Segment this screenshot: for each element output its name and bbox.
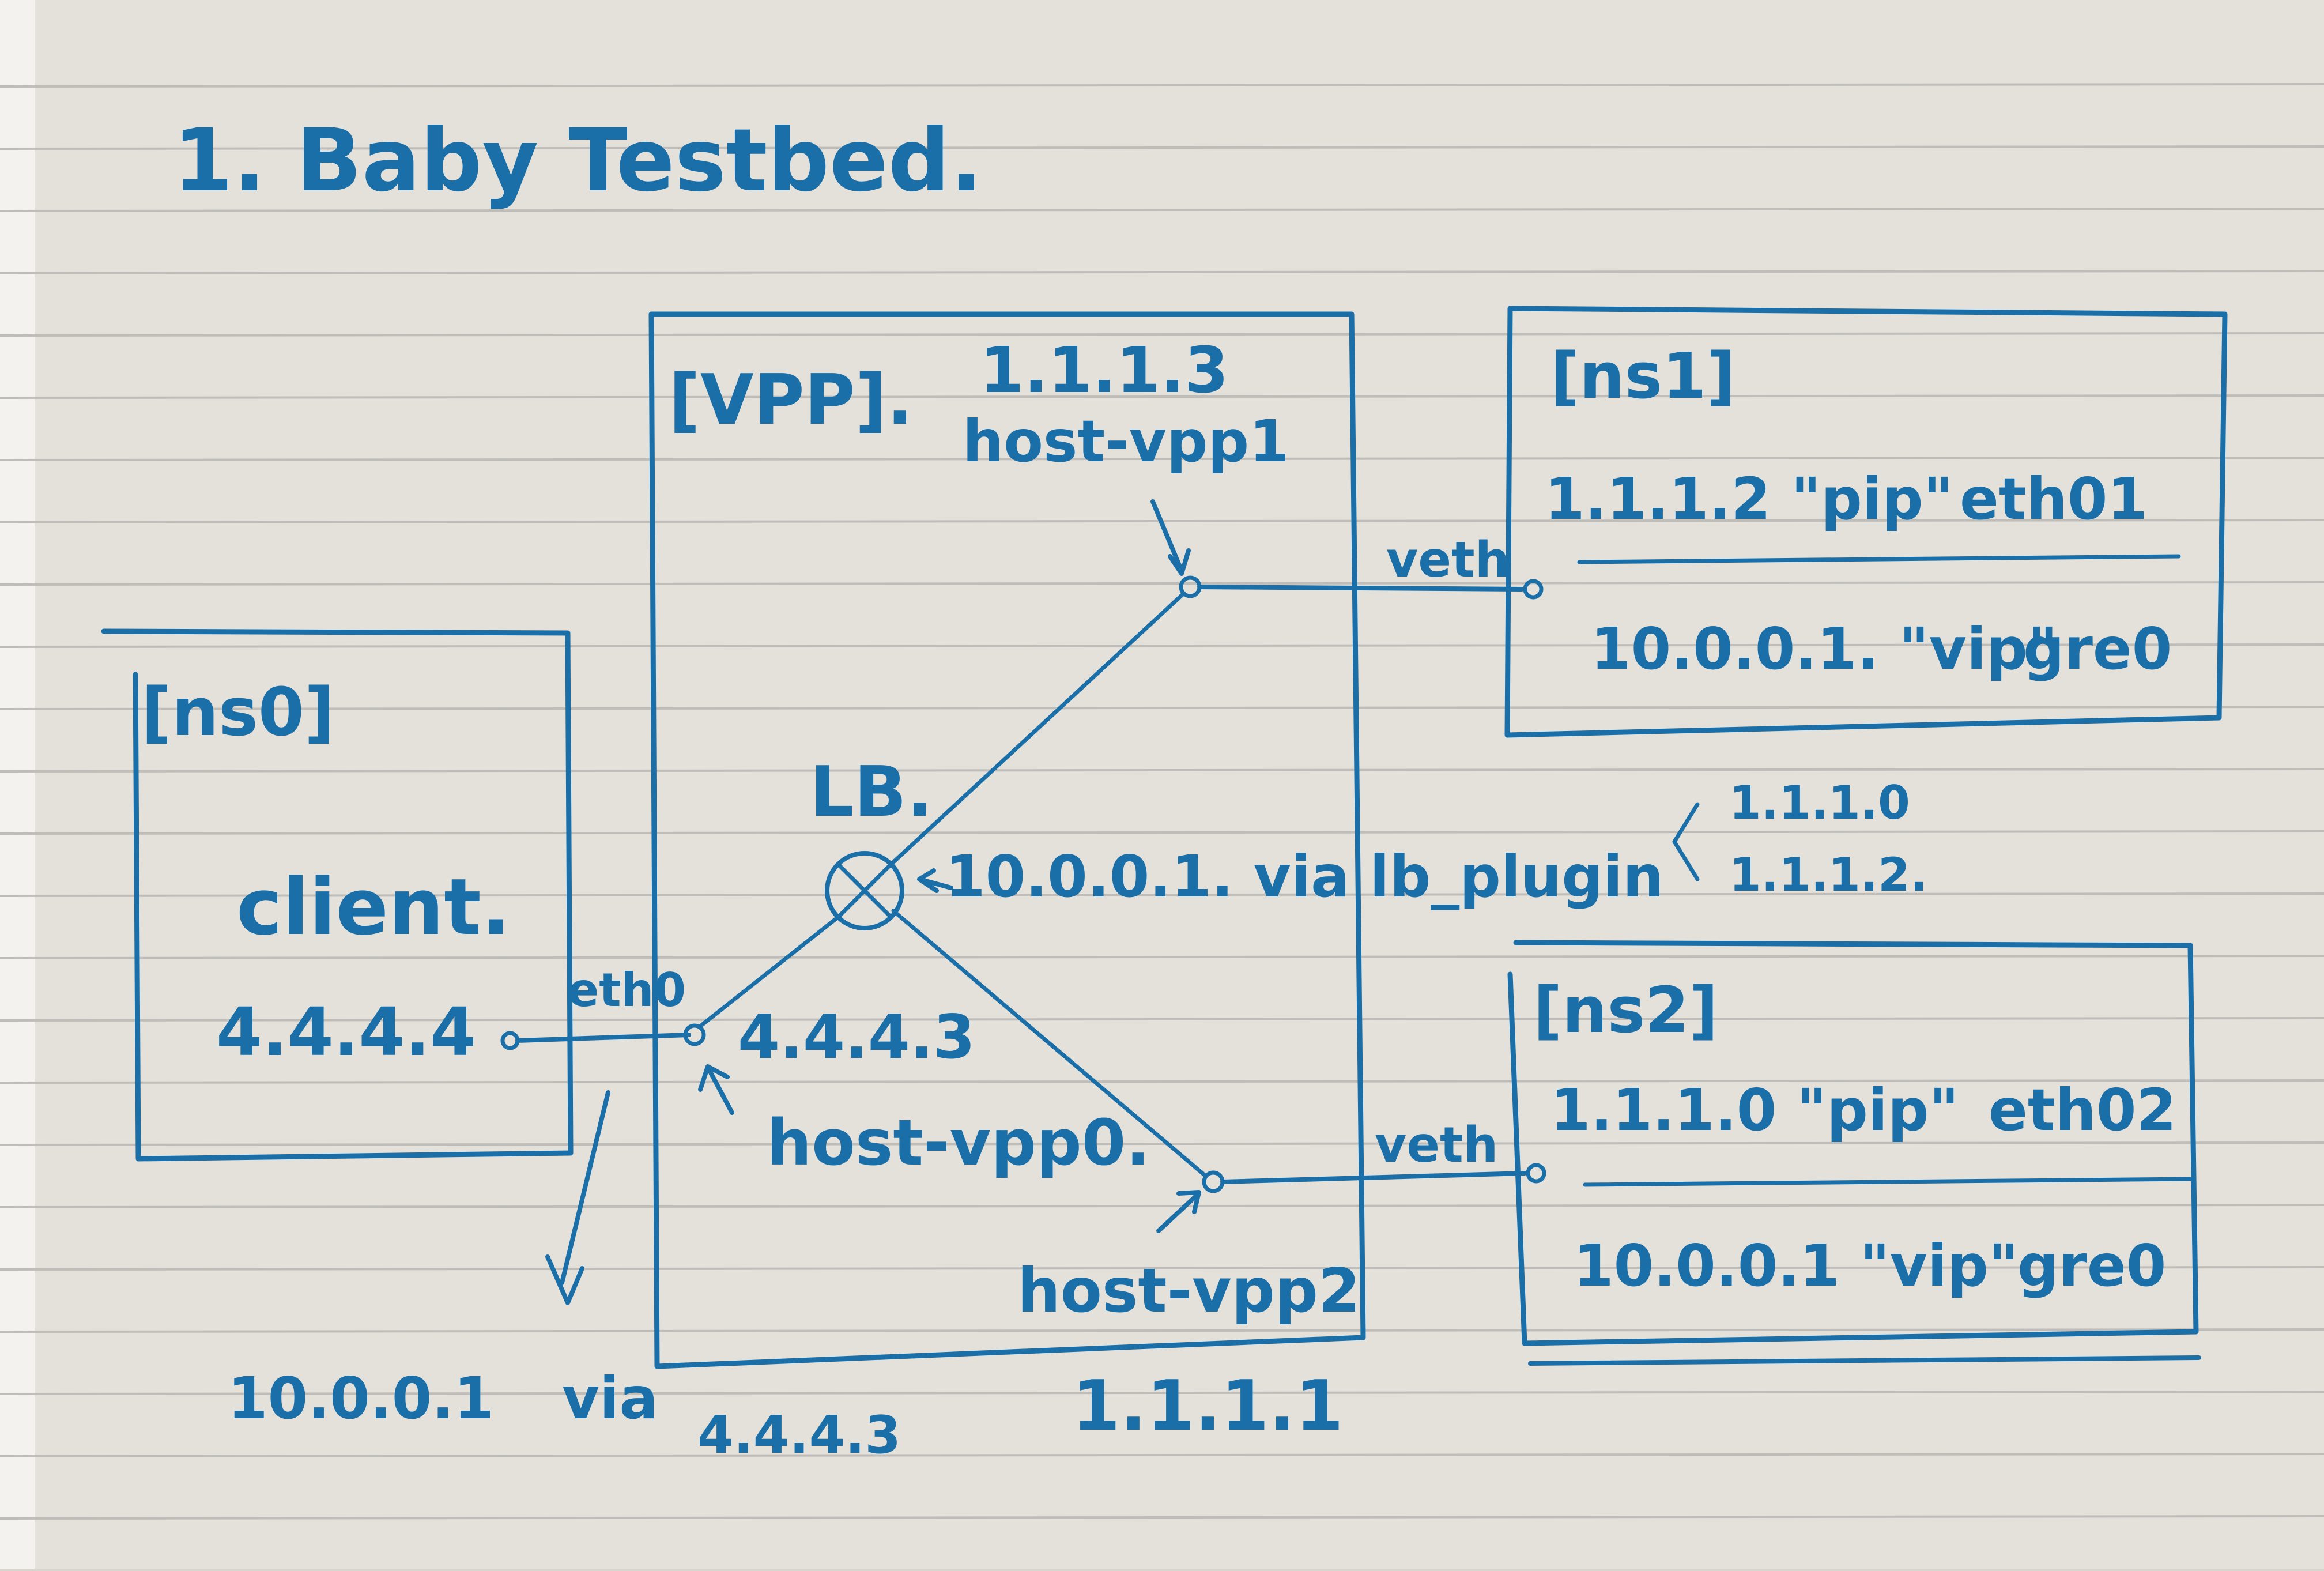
vpp-label: [VPP]. xyxy=(669,360,913,440)
lb-target-0: 1.1.1.0 xyxy=(1729,776,1910,830)
ns2-pip-iface: eth02 xyxy=(1989,1076,2176,1144)
ns1-pip-line: 1.1.1.2 "pip" xyxy=(1545,465,1953,533)
ns2-vip-iface: gre0 xyxy=(2017,1232,2166,1299)
ns0-client-label: client. xyxy=(236,862,511,952)
vpp-pip-ip: 1.1.1.3 xyxy=(980,333,1229,407)
ns0-ip: 4.4.4.4 xyxy=(216,994,476,1071)
vpp-bottom-ip: 1.1.1.1 xyxy=(1072,1366,1344,1446)
host-vpp0-label: host-vpp0. xyxy=(767,1106,1150,1180)
veth1-label: veth xyxy=(1386,532,1510,589)
lb-label: LB. xyxy=(810,752,933,832)
ns1-label: [ns1] xyxy=(1550,339,1736,413)
ns1-vip-iface: gre0 xyxy=(2023,615,2172,683)
vpp-route-note: 10.0.0.1. via lb_plugin xyxy=(945,843,1663,910)
ns1-vip-line: 10.0.0.1. "vip" xyxy=(1591,615,2058,683)
ns0-label: [ns0] xyxy=(141,674,334,751)
diagram-title: 1. Baby Testbed. xyxy=(173,111,983,211)
client-route-via: via xyxy=(562,1365,658,1432)
host-vpp1-label: host-vpp1 xyxy=(963,408,1289,475)
client-route-dest: 10.0.0.1 xyxy=(228,1365,494,1432)
eth0-label: eth0 xyxy=(568,963,686,1017)
ns1-pip-iface: eth01 xyxy=(1960,465,2148,533)
ns2-vip-line: 10.0.0.1 "vip" xyxy=(1574,1232,2019,1299)
client-route-gw: 4.4.4.3 xyxy=(697,1405,901,1465)
veth2-label: veth xyxy=(1375,1117,1498,1174)
host-vpp2-label: host-vpp2 xyxy=(1017,1256,1360,1326)
ns2-pip-line: 1.1.1.0 "pip" xyxy=(1550,1076,1959,1144)
page-left-edge xyxy=(0,0,35,1569)
ns2-label: [ns2] xyxy=(1533,973,1718,1047)
lb-target-1: 1.1.1.2. xyxy=(1729,848,1927,902)
vpp-client-side-ip: 4.4.4.3 xyxy=(738,1002,975,1072)
